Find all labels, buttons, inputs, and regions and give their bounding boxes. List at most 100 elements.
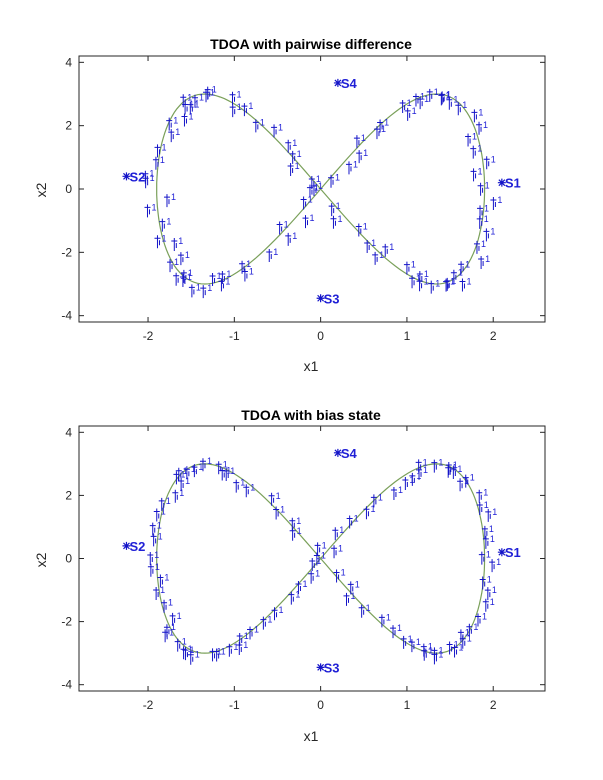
estimate-point: 1 bbox=[308, 569, 320, 584]
estimate-label: 1 bbox=[424, 269, 429, 279]
estimate-marker bbox=[266, 248, 273, 262]
estimate-point: 1 bbox=[163, 192, 176, 208]
estimate-marker bbox=[431, 651, 438, 665]
estimate-label: 1 bbox=[210, 87, 215, 97]
estimate-label: 1 bbox=[187, 272, 192, 282]
estimate-point: 1 bbox=[482, 597, 495, 612]
estimate-marker bbox=[420, 643, 427, 657]
x-tick-label: -2 bbox=[143, 329, 154, 343]
estimate-label: 1 bbox=[278, 122, 283, 132]
estimate-label: 1 bbox=[194, 100, 199, 110]
estimate-point: 1 bbox=[181, 111, 193, 127]
estimate-label: 1 bbox=[237, 102, 242, 112]
estimate-marker bbox=[289, 527, 296, 541]
estimate-label: 1 bbox=[458, 268, 463, 278]
estimate-marker bbox=[478, 551, 485, 565]
estimate-point: 1 bbox=[162, 627, 174, 643]
estimate-point: 1 bbox=[241, 101, 253, 117]
x-tick-label: -1 bbox=[229, 329, 240, 343]
estimate-point: 1 bbox=[490, 195, 502, 210]
estimate-label: 1 bbox=[492, 507, 497, 517]
estimate-marker bbox=[300, 196, 307, 210]
x-tick-label: 0 bbox=[317, 698, 324, 712]
estimate-point: 1 bbox=[343, 591, 356, 606]
estimate-label: 1 bbox=[407, 98, 412, 108]
estimate-marker bbox=[333, 569, 340, 583]
estimate-marker bbox=[173, 471, 180, 485]
estimate-marker bbox=[477, 182, 484, 196]
estimate-label: 1 bbox=[199, 93, 204, 103]
estimate-label: 1 bbox=[370, 504, 375, 514]
estimate-label: 1 bbox=[478, 107, 483, 117]
estimate-marker bbox=[372, 251, 379, 265]
estimate-marker bbox=[199, 458, 206, 472]
estimate-point: 1 bbox=[481, 524, 494, 539]
sensor-marker bbox=[122, 172, 131, 181]
estimate-label: 1 bbox=[336, 201, 341, 211]
estimate-label: 1 bbox=[226, 269, 231, 279]
y-tick-label: -4 bbox=[61, 678, 72, 692]
estimate-label: 1 bbox=[230, 466, 235, 476]
estimate-point: 1 bbox=[241, 266, 254, 282]
estimate-marker bbox=[445, 464, 452, 478]
estimate-marker bbox=[459, 635, 466, 649]
estimate-label: 1 bbox=[189, 100, 194, 110]
estimate-marker bbox=[346, 515, 353, 529]
estimate-marker bbox=[226, 643, 233, 657]
estimate-marker bbox=[408, 639, 415, 653]
x-axis-label: x1 bbox=[304, 728, 319, 744]
estimate-marker bbox=[302, 215, 309, 229]
estimate-point: 1 bbox=[149, 521, 162, 536]
estimate-point: 1 bbox=[178, 476, 190, 492]
estimate-point: 1 bbox=[142, 169, 154, 184]
estimate-marker bbox=[478, 255, 485, 269]
estimate-label: 1 bbox=[424, 276, 429, 286]
estimate-label: 1 bbox=[486, 550, 491, 560]
sensor-marker bbox=[497, 178, 506, 187]
estimate-marker bbox=[169, 612, 176, 626]
estimate-marker bbox=[473, 240, 480, 254]
estimate-point: 1 bbox=[465, 132, 477, 147]
estimate-label: 1 bbox=[450, 277, 455, 287]
estimate-point: 1 bbox=[459, 634, 472, 649]
estimate-label: 1 bbox=[451, 276, 456, 286]
estimate-marker bbox=[417, 96, 424, 110]
estimate-point: 1 bbox=[300, 195, 313, 210]
estimate-marker bbox=[331, 545, 338, 559]
estimate-marker bbox=[171, 237, 178, 251]
estimate-marker bbox=[191, 464, 198, 478]
estimate-marker bbox=[470, 145, 477, 159]
estimate-marker bbox=[476, 501, 483, 515]
estimate-marker bbox=[416, 270, 423, 284]
estimate-point: 1 bbox=[478, 254, 490, 269]
estimate-label: 1 bbox=[260, 117, 265, 127]
estimate-marker bbox=[382, 243, 389, 257]
estimate-point: 1 bbox=[459, 277, 471, 292]
y-tick-label: 4 bbox=[65, 425, 72, 439]
estimate-point: 1 bbox=[399, 98, 412, 113]
estimate-point: 1 bbox=[266, 247, 278, 262]
estimate-label: 1 bbox=[240, 478, 245, 488]
estimate-point: 1 bbox=[370, 492, 383, 508]
estimate-label: 1 bbox=[457, 464, 462, 474]
estimate-label: 1 bbox=[478, 166, 483, 176]
y-tick-label: -2 bbox=[61, 615, 72, 629]
estimate-marker bbox=[150, 533, 157, 547]
estimate-label: 1 bbox=[438, 645, 443, 655]
estimate-marker bbox=[273, 506, 280, 520]
estimate-label: 1 bbox=[188, 268, 193, 278]
estimate-point: 1 bbox=[177, 250, 190, 266]
estimate-point: 1 bbox=[260, 615, 272, 630]
estimate-label: 1 bbox=[276, 491, 281, 501]
y-tick-label: 2 bbox=[65, 488, 72, 502]
estimate-point: 1 bbox=[203, 87, 215, 103]
estimate-marker bbox=[236, 633, 243, 647]
estimate-marker bbox=[157, 574, 164, 588]
sensor-label: S3 bbox=[324, 291, 340, 306]
y-tick-label: -2 bbox=[61, 245, 72, 259]
estimate-marker bbox=[476, 121, 483, 135]
estimate-marker bbox=[399, 99, 406, 113]
estimate-point: 1 bbox=[489, 557, 501, 573]
estimate-marker bbox=[167, 259, 174, 273]
